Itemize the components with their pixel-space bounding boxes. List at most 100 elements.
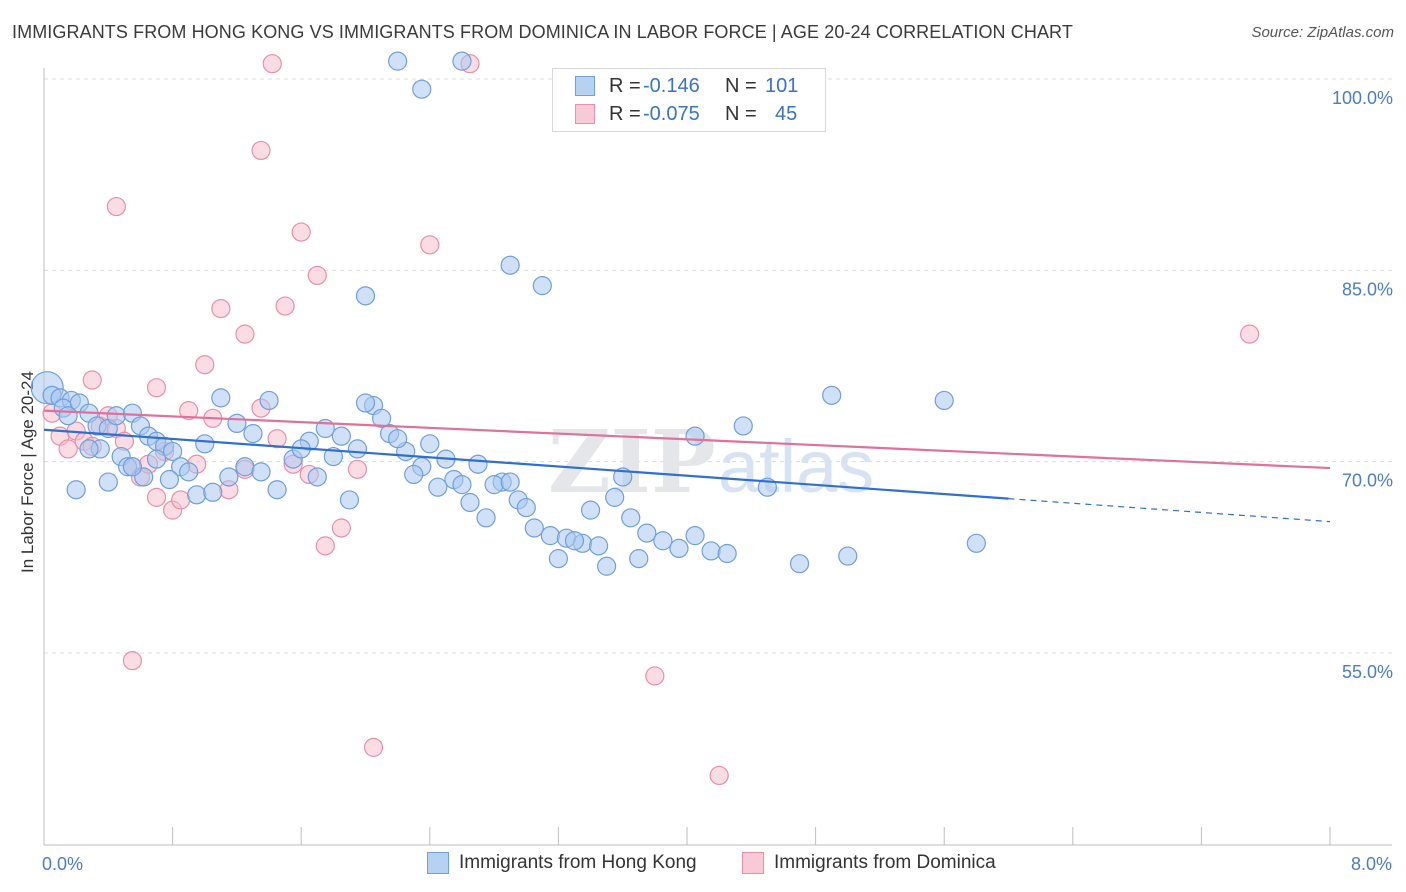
data-point [347, 459, 368, 479]
watermark-zip: ZIP [548, 412, 716, 513]
data-point [195, 434, 215, 454]
x-tick-label: 0.0% [42, 854, 83, 874]
data-point [331, 518, 351, 538]
data-point [106, 406, 126, 426]
tick-labels: 100.0% 85.0% 70.0% 55.0% 0.0% 8.0% [42, 88, 1393, 874]
legend-r-label: R = [609, 102, 641, 125]
data-point [98, 472, 118, 492]
data-point [605, 487, 625, 507]
data-point [163, 441, 183, 462]
data-point [388, 51, 408, 71]
data-point [267, 480, 287, 500]
data-point [355, 286, 376, 306]
data-point [267, 429, 287, 449]
data-point [339, 490, 360, 510]
data-point [524, 518, 544, 538]
data-point [580, 500, 601, 520]
legend-item-dominica[interactable]: Immigrants from Dominica [742, 852, 996, 874]
legend-n-value: 45 [775, 102, 798, 125]
y-tick-label: 100.0% [1332, 88, 1393, 108]
data-point [548, 549, 569, 569]
legend-item-label: Immigrants from Dominica [774, 852, 996, 873]
data-point [315, 536, 335, 556]
data-point [540, 526, 560, 546]
watermark: ZIP atlas [548, 412, 874, 513]
legend-item-label: Immigrants from Hong Kong [459, 852, 697, 873]
data-point [307, 265, 327, 286]
legend-n-value: 101 [765, 74, 799, 97]
data-point [106, 196, 126, 217]
legend-item-hongkong[interactable]: Immigrants from Hong Kong [427, 852, 697, 874]
data-point [621, 508, 641, 528]
data-point [733, 416, 753, 436]
data-point [171, 490, 191, 510]
data-point [82, 370, 102, 390]
data-point [1240, 324, 1260, 344]
data-point [66, 480, 86, 500]
series-legend: Immigrants from Hong Kong Immigrants fro… [0, 852, 1406, 878]
data-point [588, 536, 609, 556]
watermark-atlas: atlas [718, 425, 874, 508]
data-point [275, 296, 295, 316]
legend-swatch-pink [575, 104, 595, 124]
data-point [259, 390, 279, 411]
data-point [532, 276, 552, 296]
data-point [219, 467, 239, 487]
data-point [597, 556, 617, 576]
data-point [179, 401, 199, 421]
data-point [388, 429, 408, 449]
data-point [227, 413, 247, 433]
data-point [428, 477, 448, 497]
trend-line-dominica [43, 409, 1331, 470]
legend-r-value: -0.146 [643, 74, 700, 97]
data-point [484, 475, 504, 495]
data-point [701, 541, 721, 561]
correlation-legend: R = -0.146 N = 101 R = -0.075 N = 45 [552, 68, 826, 132]
data-point [146, 487, 167, 507]
data-point [476, 508, 496, 528]
data-point [122, 651, 143, 671]
data-point [331, 426, 351, 446]
legend-swatch-pink [742, 852, 764, 874]
data-point [243, 424, 263, 444]
legend-row-hongkong: R = -0.146 N = 101 [575, 73, 798, 99]
data-point [251, 140, 271, 161]
trend-line-hongkong [43, 428, 1009, 500]
source-label: Source: ZipAtlas.com [1251, 24, 1394, 41]
legend-r-value: -0.075 [643, 102, 700, 125]
data-point [822, 385, 842, 405]
y-tick-label: 85.0% [1342, 279, 1393, 299]
y-tick-label: 55.0% [1342, 662, 1393, 682]
data-point [235, 457, 255, 477]
data-point [460, 492, 480, 513]
data-point [629, 549, 649, 569]
data-point [179, 462, 199, 482]
data-point [516, 497, 536, 518]
data-point [211, 388, 231, 408]
data-point [195, 355, 215, 375]
data-point [371, 408, 392, 428]
legend-swatch-blue [427, 852, 449, 874]
legend-n-label: N = [725, 74, 757, 97]
data-point [79, 439, 99, 459]
data-point [685, 526, 705, 546]
data-point [323, 446, 343, 467]
data-point [203, 482, 223, 502]
data-point [251, 462, 271, 482]
data-point [669, 538, 689, 559]
data-point [187, 485, 207, 505]
data-point [146, 449, 167, 469]
data-point [291, 222, 311, 242]
data-point [235, 324, 255, 344]
data-point [347, 439, 368, 459]
data-point [966, 533, 986, 553]
chart-title: IMMIGRANTS FROM HONG KONG VS IMMIGRANTS … [12, 22, 1073, 42]
data-point [637, 523, 657, 543]
legend-r-label: R = [609, 74, 641, 97]
data-point [838, 546, 858, 566]
data-point [934, 390, 954, 411]
data-point [307, 467, 327, 487]
trend-lines [43, 409, 1331, 523]
data-point [58, 439, 78, 459]
data-point [717, 543, 737, 564]
